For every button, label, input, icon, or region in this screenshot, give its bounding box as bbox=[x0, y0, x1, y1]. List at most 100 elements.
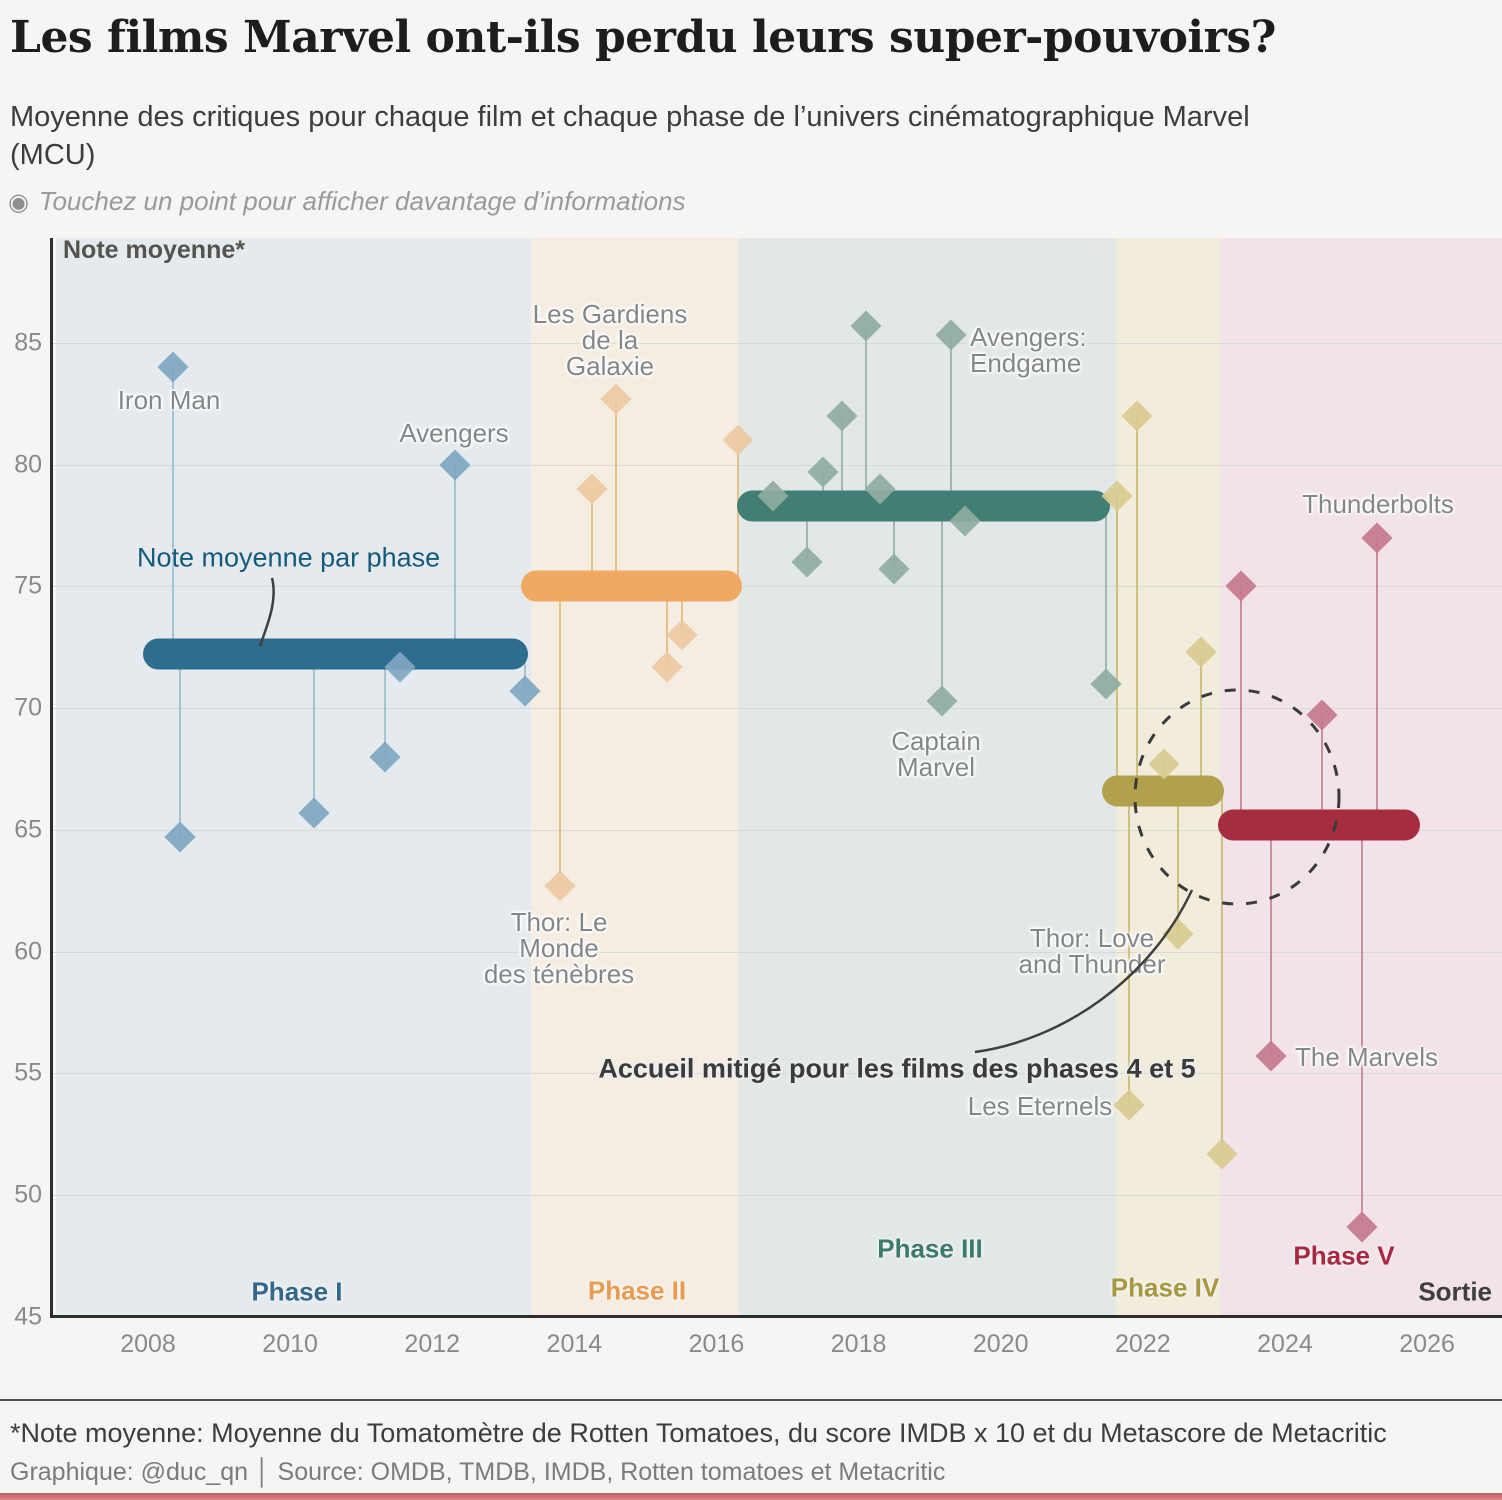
phase-mean-bar-I bbox=[143, 638, 529, 670]
x-tick-label: 2018 bbox=[830, 1330, 887, 1358]
x-axis-line bbox=[50, 1315, 1502, 1318]
gridline-y-80 bbox=[50, 464, 1502, 466]
movie-label-line: and Thunder bbox=[1018, 949, 1166, 979]
movie-label-line: Thor: Le bbox=[510, 907, 608, 937]
movie-label: Thor: Le Monde des ténèbres bbox=[484, 909, 634, 987]
movie-label: Iron Man bbox=[118, 387, 221, 413]
gridline-y-55 bbox=[50, 1073, 1502, 1075]
x-tick-label: 2022 bbox=[1115, 1330, 1171, 1358]
movie-stem bbox=[1376, 537, 1379, 825]
page-title: Les films Marvel ont-ils perdu leurs sup… bbox=[10, 12, 1276, 63]
y-tick-label: 70 bbox=[14, 693, 42, 722]
movie-stem bbox=[178, 654, 181, 838]
y-axis-line bbox=[50, 238, 53, 1318]
y-tick-label: 75 bbox=[14, 571, 42, 600]
movie-label-line: de la bbox=[581, 325, 639, 355]
x-tick-label: 2012 bbox=[404, 1330, 461, 1358]
target-icon: ◉ bbox=[8, 189, 29, 216]
phase-mean-bar-IV bbox=[1102, 775, 1224, 807]
movie-label-line: Captain bbox=[891, 726, 981, 756]
movie-stem bbox=[1136, 415, 1139, 791]
hint-text: Touchez un point pour afficher davantage… bbox=[38, 186, 686, 216]
gridline-y-50 bbox=[50, 1195, 1502, 1196]
movie-label: Captain Marvel bbox=[891, 728, 981, 780]
movie-stem bbox=[171, 367, 174, 655]
movie-label-line: Les Gardiens bbox=[532, 299, 688, 329]
movie-stem bbox=[736, 440, 739, 587]
movie-stem bbox=[1200, 651, 1203, 791]
phase-band-II bbox=[531, 238, 740, 1315]
movie-label-line: Monde bbox=[519, 933, 599, 963]
movie-label: Thunderbolts bbox=[1302, 491, 1454, 517]
movie-label: Les Gardiens de la Galaxie bbox=[533, 301, 688, 379]
mean-note-annotation: Note moyenne par phase bbox=[137, 542, 441, 573]
y-tick-label: 50 bbox=[14, 1180, 42, 1209]
y-tick-label: 65 bbox=[14, 815, 42, 844]
subtitle-line-1: Moyenne des critiques pour chaque film e… bbox=[10, 101, 1250, 133]
movie-stem bbox=[1269, 824, 1272, 1057]
movie-stem bbox=[1104, 505, 1107, 684]
subtitle-line-2: (MCU) bbox=[10, 139, 96, 171]
gridline-y-75 bbox=[50, 586, 1502, 588]
movie-label-line: Iron Man bbox=[117, 385, 221, 415]
gridline-y-70 bbox=[50, 708, 1502, 709]
phase-mean-bar-III bbox=[737, 490, 1111, 522]
x-tick-label: 2014 bbox=[546, 1330, 603, 1358]
phase-band-I bbox=[55, 238, 531, 1315]
phase-mean-bar-V bbox=[1218, 809, 1420, 841]
y-tick-label: 55 bbox=[14, 1058, 42, 1087]
movie-label-line: Galaxie bbox=[565, 351, 655, 381]
bottom-accent-strip bbox=[0, 1493, 1502, 1500]
movie-label-line: Thunderbolts bbox=[1302, 489, 1454, 519]
credit-source: Graphique: @duc_qn │ Source: OMDB, TMDB,… bbox=[10, 1458, 946, 1486]
phase-label-III: Phase III bbox=[877, 1233, 983, 1264]
movie-stem bbox=[840, 415, 843, 506]
movie-label-line: The Marvels bbox=[1295, 1042, 1439, 1072]
movie-stem bbox=[1360, 824, 1363, 1227]
movie-stem bbox=[559, 586, 562, 886]
movie-stem bbox=[453, 464, 456, 655]
movie-stem bbox=[1221, 790, 1224, 1154]
movie-stem bbox=[312, 654, 315, 813]
gridline-y-85 bbox=[50, 342, 1502, 344]
movie-stem bbox=[523, 654, 526, 691]
gridline-y-65 bbox=[50, 829, 1502, 831]
movie-stem bbox=[949, 335, 952, 506]
x-tick-label: 2016 bbox=[688, 1330, 745, 1358]
y-tick-label: 60 bbox=[14, 937, 42, 965]
footer-divider bbox=[0, 1399, 1502, 1401]
movie-stem bbox=[1239, 586, 1242, 825]
movie-label-line: Endgame bbox=[970, 348, 1082, 378]
movie-stem bbox=[681, 586, 684, 635]
x-axis-title: Sortie bbox=[1418, 1276, 1492, 1307]
mixed-reception-annotation: Accueil mitigé pour les films des phases… bbox=[598, 1053, 1196, 1084]
y-tick-label: 85 bbox=[14, 328, 42, 357]
y-tick-label: 80 bbox=[14, 450, 42, 478]
y-tick-label: 45 bbox=[14, 1302, 42, 1331]
movie-stem bbox=[383, 654, 386, 757]
movie-label: Avengers bbox=[399, 420, 508, 446]
phase-band-III bbox=[739, 238, 1116, 1315]
movie-label-line: Marvel bbox=[896, 752, 975, 782]
movie-label-line: Avengers bbox=[399, 418, 509, 448]
movie-stem bbox=[864, 325, 867, 506]
interaction-hint: ◉ Touchez un point pour afficher davantag… bbox=[8, 186, 1408, 217]
phase-mean-bar-II bbox=[521, 570, 743, 602]
phase-label-V: Phase V bbox=[1293, 1240, 1395, 1271]
movie-label-line: Les Eternels bbox=[967, 1091, 1113, 1121]
movie-label: Les Eternels bbox=[968, 1093, 1113, 1119]
phase-label-I: Phase I bbox=[251, 1276, 343, 1307]
phase-label-II: Phase II bbox=[587, 1275, 687, 1306]
x-tick-label: 2020 bbox=[972, 1330, 1029, 1358]
phase-label-IV: Phase IV bbox=[1110, 1272, 1220, 1303]
footnote: *Note moyenne: Moyenne du Tomatomètre de… bbox=[10, 1418, 1387, 1448]
movie-label-line: des ténèbres bbox=[483, 959, 635, 989]
chart-subtitle: Moyenne des critiques pour chaque film e… bbox=[10, 98, 1490, 174]
movie-stem bbox=[941, 505, 944, 701]
gridline-y-60 bbox=[50, 951, 1502, 953]
movie-label: The Marvels bbox=[1295, 1044, 1438, 1070]
movie-label: Avengers: Endgame bbox=[970, 324, 1087, 376]
x-tick-label: 2026 bbox=[1399, 1330, 1455, 1358]
movie-stem bbox=[591, 488, 594, 587]
